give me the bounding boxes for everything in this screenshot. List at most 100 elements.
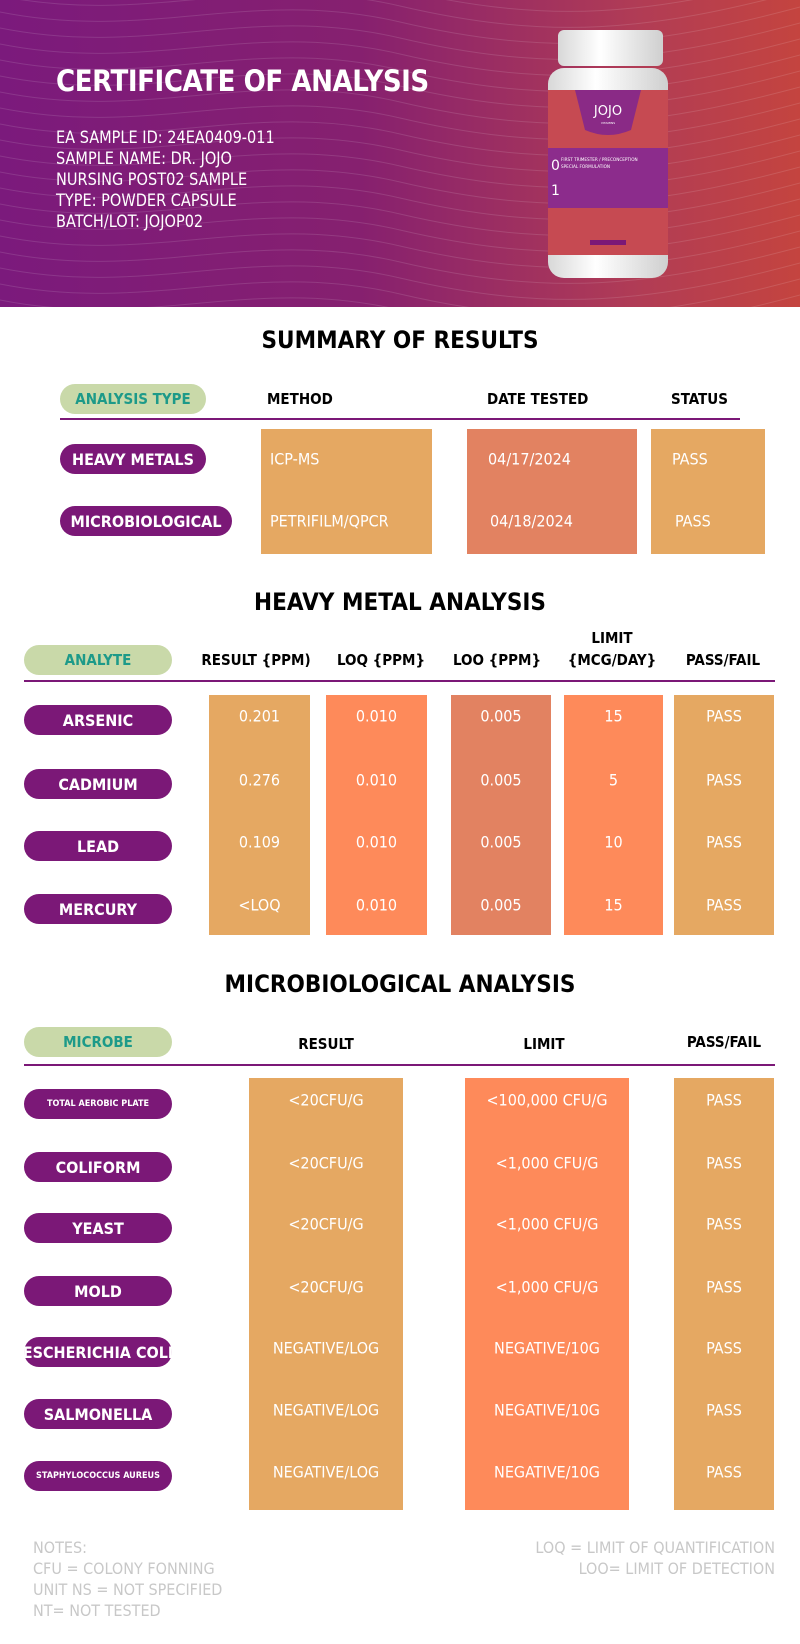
result-column-bg xyxy=(249,1078,403,1510)
date-cell: 04/18/2024 xyxy=(490,511,573,531)
wave-pattern xyxy=(0,0,800,307)
microbe-pill: MOLD xyxy=(24,1276,172,1306)
limit-cell: 15 xyxy=(604,895,623,915)
method-cell: ICP-MS xyxy=(270,449,320,469)
microbe-pill: SALMONELLA xyxy=(24,1399,172,1429)
analysis-type-pill: HEAVY METALS xyxy=(60,444,206,474)
pf-cell: PASS xyxy=(706,1090,742,1110)
loq-cell: 0.010 xyxy=(355,895,398,915)
status-badge: PASS xyxy=(672,449,708,469)
pf-column-bg xyxy=(674,1078,774,1510)
divider xyxy=(60,418,740,420)
pf-cell: PASS xyxy=(706,1214,742,1234)
loq-cell: 0.010 xyxy=(355,706,398,726)
heavy-header: PASS/FAIL xyxy=(685,651,761,669)
status-badge: PASS xyxy=(675,511,711,531)
summary-header: DATE TESTED xyxy=(487,390,589,408)
date-column-bg xyxy=(467,429,637,554)
heavy-metal-title: HEAVY METAL ANALYSIS xyxy=(254,588,546,616)
pf-cell: PASS xyxy=(706,706,742,726)
note-line: CFU = COLONY FONNING xyxy=(33,1559,215,1578)
pf-cell: PASS xyxy=(706,1400,742,1420)
limit-cell: NEGATIVE/10G xyxy=(494,1462,600,1482)
svg-text:FIRST TRIMESTER / PRECONCEPTIO: FIRST TRIMESTER / PRECONCEPTION xyxy=(561,157,638,162)
microbiological-title: MICROBIOLOGICAL ANALYSIS xyxy=(224,970,576,998)
summary-header: STATUS xyxy=(671,390,728,408)
pf-column-bg xyxy=(674,695,774,935)
date-cell: 04/17/2024 xyxy=(488,449,571,469)
heavy-header: {MCG/DAY} xyxy=(567,651,657,669)
result-cell: NEGATIVE/LOG xyxy=(272,1400,380,1420)
analyte-header: ANALYTE xyxy=(24,645,172,675)
heavy-header: LIMIT xyxy=(591,629,633,647)
summary-header: METHOD xyxy=(267,390,333,408)
lod-column-bg xyxy=(451,695,551,935)
result-column-bg xyxy=(209,695,310,935)
sample-info: EA SAMPLE ID: 24EA0409-011 SAMPLE NAME: D… xyxy=(56,127,275,232)
lod-cell: 0.005 xyxy=(480,706,522,726)
heavy-header: LOQ {PPM} xyxy=(336,651,426,669)
analysis-type-pill: MICROBIOLOGICAL xyxy=(60,506,232,536)
svg-text:VITAMINS: VITAMINS xyxy=(601,121,615,125)
analyte-pill: LEAD xyxy=(24,831,172,861)
sample-info-line: SAMPLE NAME: DR. JOJO xyxy=(56,149,232,168)
svg-text:0: 0 xyxy=(551,158,560,174)
legend-line: LOQ = LIMIT OF QUANTIFICATION xyxy=(535,1538,775,1557)
status-column-bg xyxy=(651,429,765,554)
result-cell: 0.109 xyxy=(238,832,281,852)
pf-cell: PASS xyxy=(706,832,742,852)
micro-header: LIMIT xyxy=(523,1035,565,1053)
heavy-header: LOO {PPM} xyxy=(452,651,542,669)
loq-cell: 0.010 xyxy=(355,832,398,852)
microbe-pill: STAPHYLOCOCCUS AUREUS xyxy=(24,1461,172,1491)
analyte-pill: ARSENIC xyxy=(24,705,172,735)
pf-cell: PASS xyxy=(706,1338,742,1358)
result-cell: <20CFU/G xyxy=(288,1153,364,1173)
pf-cell: PASS xyxy=(706,1462,742,1482)
microbe-pill: COLIFORM xyxy=(24,1152,172,1182)
svg-text:1: 1 xyxy=(551,183,560,199)
sample-info-line: EA SAMPLE ID: 24EA0409-011 xyxy=(56,128,275,147)
svg-text:JOJO: JOJO xyxy=(593,104,622,119)
pf-cell: PASS xyxy=(706,895,742,915)
limit-cell: 10 xyxy=(604,832,623,852)
header-banner: CERTIFICATE OF ANALYSIS EA SAMPLE ID: 24… xyxy=(0,0,800,307)
document-title: CERTIFICATE OF ANALYSIS xyxy=(56,64,429,98)
microbe-pill: YEAST xyxy=(24,1213,172,1243)
microbe-pill: ESCHERICHIA COLI xyxy=(23,1337,173,1367)
limit-cell: 5 xyxy=(608,770,619,790)
limit-cell: 15 xyxy=(604,706,623,726)
result-cell: NEGATIVE/LOG xyxy=(272,1462,380,1482)
limit-cell: <1,000 CFU/G xyxy=(495,1214,599,1234)
microbe-pill: TOTAL AEROBIC PLATE xyxy=(24,1089,172,1119)
limit-cell: NEGATIVE/10G xyxy=(494,1338,600,1358)
limit-cell: NEGATIVE/10G xyxy=(494,1400,600,1420)
limit-cell: <1,000 CFU/G xyxy=(495,1277,599,1297)
limit-cell: <1,000 CFU/G xyxy=(495,1153,599,1173)
pf-cell: PASS xyxy=(706,770,742,790)
product-bottle-image: JOJO VITAMINS FIRST TRIMESTER / PRECONCE… xyxy=(548,30,668,278)
loq-cell: 0.010 xyxy=(355,770,398,790)
svg-text:SPECIAL FORMULATION: SPECIAL FORMULATION xyxy=(561,164,610,169)
micro-header: RESULT xyxy=(298,1035,354,1053)
sample-info-line: TYPE: POWDER CAPSULE xyxy=(56,191,237,210)
result-cell: 0.276 xyxy=(238,770,281,790)
sample-info-line: BATCH/LOT: JOJOP02 xyxy=(56,212,204,231)
heavy-header: RESULT {PPM) xyxy=(201,651,311,669)
loq-column-bg xyxy=(326,695,427,935)
limit-column-bg xyxy=(564,695,663,935)
legend-line: LOO= LIMIT OF DETECTION xyxy=(578,1559,775,1578)
method-column-bg xyxy=(261,429,432,554)
limit-column-bg xyxy=(465,1078,629,1510)
result-cell: NEGATIVE/LOG xyxy=(272,1338,380,1358)
summary-title: SUMMARY OF RESULTS xyxy=(261,326,539,354)
result-cell: 0.201 xyxy=(238,706,281,726)
note-line: NT= NOT TESTED xyxy=(33,1601,161,1620)
divider xyxy=(24,1064,775,1066)
analyte-pill: CADMIUM xyxy=(24,769,172,799)
analysis-type-header: ANALYSIS TYPE xyxy=(60,384,206,414)
note-line: UNIT NS = NOT SPECIFIED xyxy=(33,1580,223,1599)
lod-cell: 0.005 xyxy=(480,895,522,915)
result-cell: <20CFU/G xyxy=(288,1277,364,1297)
micro-header: PASS/FAIL xyxy=(686,1033,762,1051)
